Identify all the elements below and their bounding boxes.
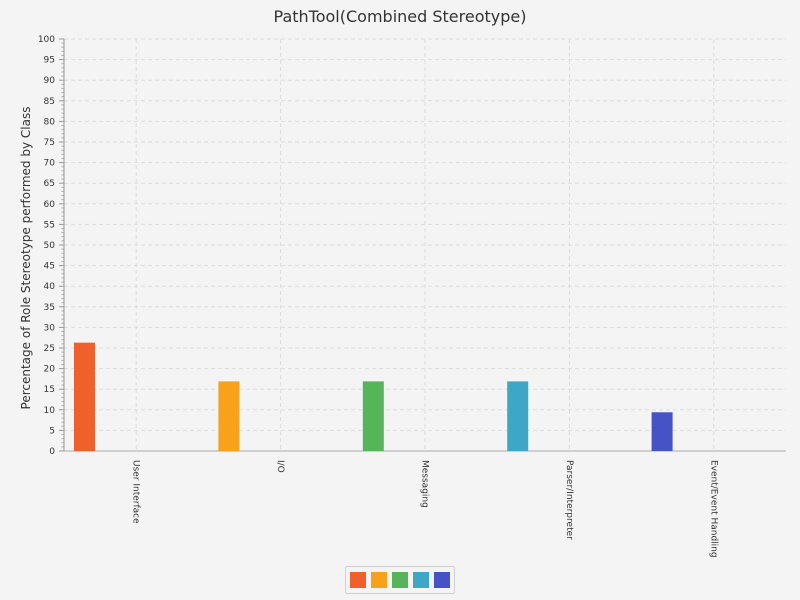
y-tick-label: 0 <box>49 447 55 457</box>
bar-parser-interpreter <box>507 381 529 451</box>
y-tick-label: 60 <box>44 200 56 210</box>
y-tick-label: 95 <box>44 56 55 66</box>
grid-lines <box>64 38 786 451</box>
legend-swatch-user-interface <box>350 572 366 588</box>
y-tick-label: 70 <box>44 159 56 169</box>
y-tick-label: 20 <box>44 365 56 375</box>
legend <box>345 566 455 594</box>
y-tick-label: 85 <box>44 97 55 107</box>
y-tick-label: 50 <box>44 241 56 251</box>
y-tick-label: 30 <box>44 323 56 333</box>
legend-swatch-messaging <box>392 572 408 588</box>
x-tick-label: I/O <box>275 460 285 473</box>
y-tick-label: 25 <box>44 344 55 354</box>
y-tick-label: 45 <box>44 262 55 272</box>
bar-messaging <box>362 381 384 451</box>
x-tick-label: Event/Event Handling <box>708 460 718 558</box>
y-tick-label: 55 <box>44 220 55 230</box>
x-tick-labels: User Interface I/O Messaging Parser/Interpr… <box>131 460 719 558</box>
x-tick-label: User Interface <box>131 460 141 524</box>
y-tick-label: 75 <box>44 138 55 148</box>
chart-title: PathTool(Combined Stereotype) <box>273 7 527 26</box>
y-tick-label: 15 <box>44 385 55 395</box>
y-tick-label: 90 <box>44 76 56 86</box>
y-tick-label: 100 <box>38 35 55 45</box>
legend-swatch-i-o <box>371 572 387 588</box>
y-tick-label: 40 <box>44 282 56 292</box>
y-tick-label: 35 <box>44 303 55 313</box>
bar-user-interface <box>74 342 95 451</box>
bars <box>74 342 673 451</box>
y-tick-label: 5 <box>49 426 55 436</box>
x-tick-label: Parser/Interpreter <box>564 460 574 540</box>
legend-swatch-parser-interpreter <box>413 572 429 588</box>
y-tick-labels: 0 5 10 15 20 25 30 35 40 45 50 55 60 65 70 75 80 85 90 95 10… <box>38 35 55 457</box>
bar-i-o <box>218 381 240 451</box>
y-tick-label: 10 <box>44 406 56 416</box>
bar-event-event-handling <box>651 412 673 451</box>
legend-swatch-event-event-handling <box>434 572 450 588</box>
y-tick-label: 80 <box>44 117 56 127</box>
x-tick-label: Messaging <box>420 460 430 508</box>
y-tick-label: 65 <box>44 179 55 189</box>
